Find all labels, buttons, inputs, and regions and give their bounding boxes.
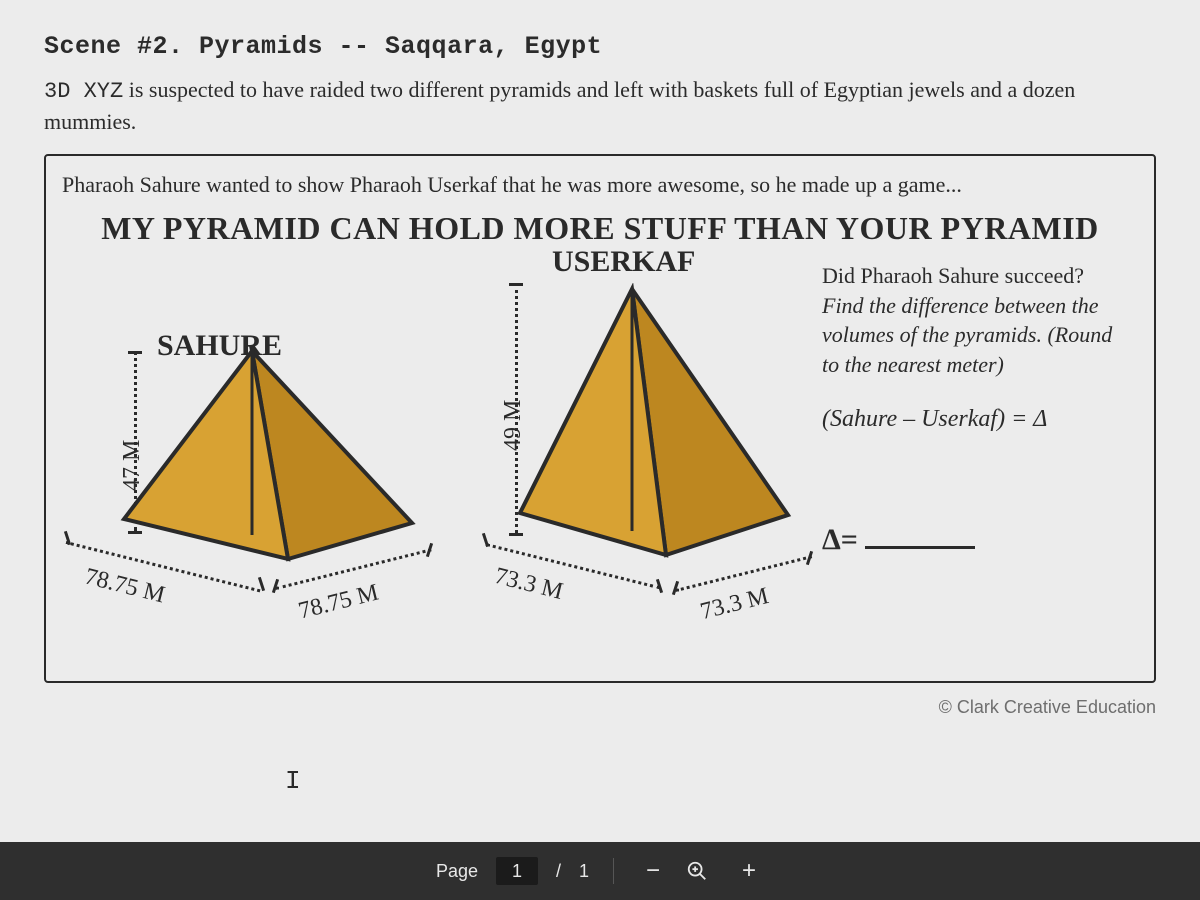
question-line2: Find the difference between the volumes … <box>822 293 1112 377</box>
intro-rest: is suspected to have raided two differen… <box>44 77 1075 134</box>
delta-answer: Δ= <box>822 523 1130 557</box>
page-total: 1 <box>579 861 589 882</box>
delta-label: Δ= <box>822 523 858 556</box>
zoom-reset-button[interactable] <box>686 860 716 882</box>
pyramids-diagram: USERKAF SAHURE 49 M 47 M <box>62 251 822 661</box>
text-cursor: I <box>285 766 301 796</box>
question-column: Did Pharaoh Sahure succeed? Find the dif… <box>822 251 1138 557</box>
problem-box: Pharaoh Sahure wanted to show Pharaoh Us… <box>44 154 1156 683</box>
answer-blank[interactable] <box>865 546 975 549</box>
page-label: Page <box>436 861 478 882</box>
game-title: MY PYRAMID CAN HOLD MORE STUFF THAN YOUR… <box>62 210 1138 247</box>
question-line1: Did Pharaoh Sahure succeed? <box>822 263 1084 288</box>
magnifier-icon <box>686 860 708 882</box>
zoom-out-button[interactable]: − <box>638 857 668 885</box>
formula: (Sahure – Userkaf) = Δ <box>822 406 1130 433</box>
userkaf-label: USERKAF <box>552 245 695 279</box>
sahure-pyramid <box>112 343 432 583</box>
zoom-in-button[interactable]: + <box>734 857 764 885</box>
intro-prefix: 3D XYZ <box>44 79 123 104</box>
userkaf-pyramid <box>502 283 802 573</box>
story-text: Pharaoh Sahure wanted to show Pharaoh Us… <box>62 170 1138 200</box>
intro-text: 3D XYZ is suspected to have raided two d… <box>44 75 1156 136</box>
scene-title: Scene #2. Pyramids -- Saqqara, Egypt <box>44 32 1156 61</box>
sahure-base-b: 78.75 M <box>296 580 381 626</box>
toolbar-divider <box>613 858 614 884</box>
page-separator: / <box>556 861 561 882</box>
userkaf-base-b: 73.3 M <box>698 583 772 626</box>
page-current-input[interactable]: 1 <box>496 857 538 885</box>
pdf-toolbar: Page 1 / 1 − + <box>0 842 1200 900</box>
copyright: © Clark Creative Education <box>0 697 1200 718</box>
